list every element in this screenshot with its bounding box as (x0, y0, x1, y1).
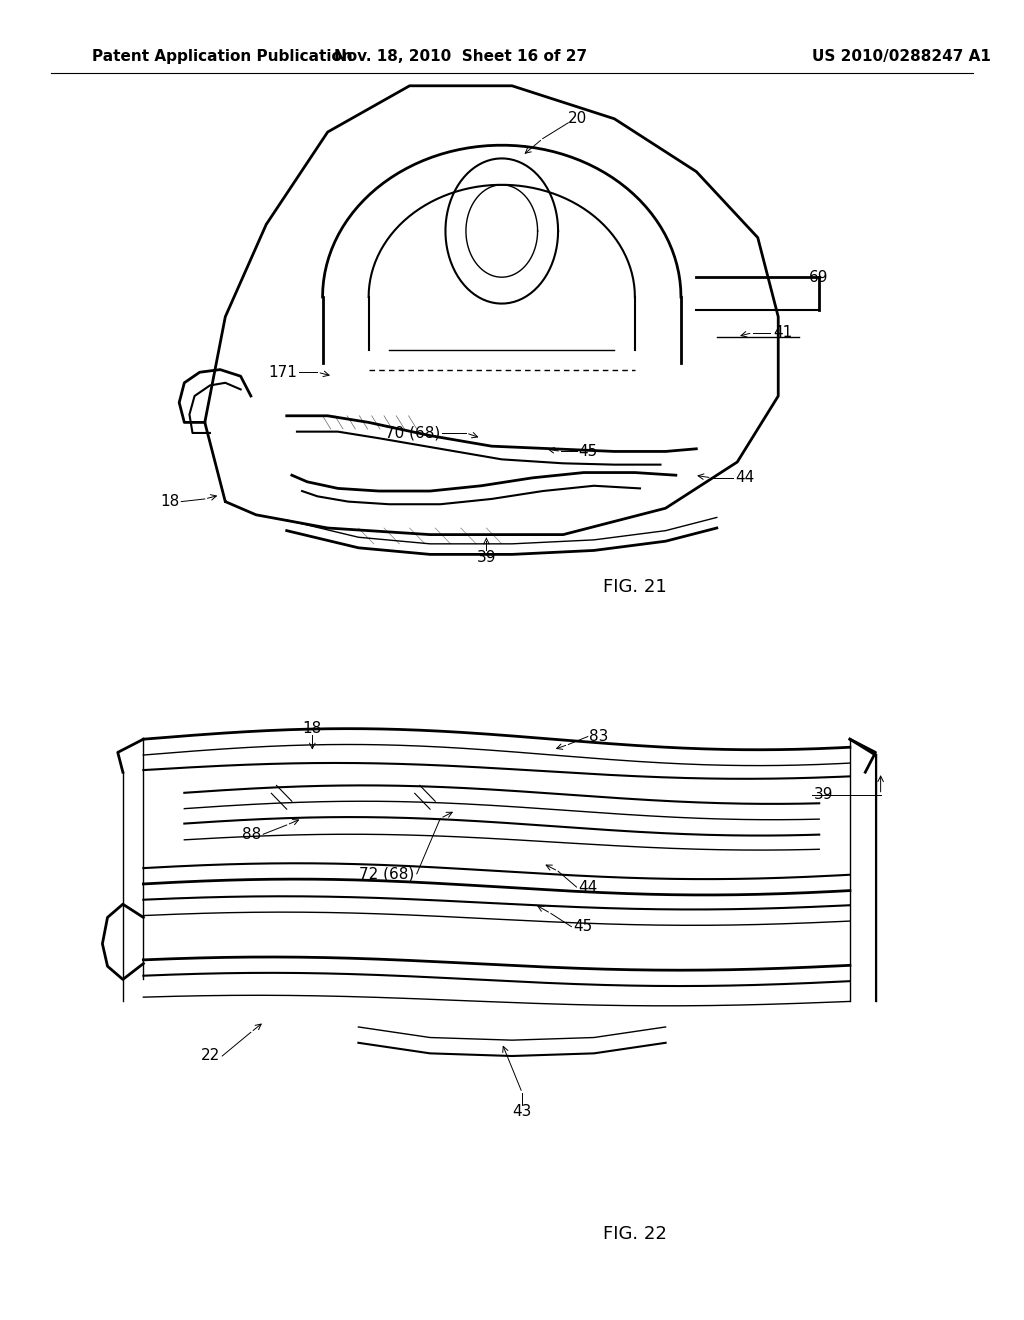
Text: 18: 18 (303, 721, 322, 737)
Text: FIG. 22: FIG. 22 (603, 1225, 667, 1243)
Text: US 2010/0288247 A1: US 2010/0288247 A1 (812, 49, 990, 65)
Text: 41: 41 (773, 325, 793, 341)
Text: 20: 20 (568, 111, 588, 127)
Text: Nov. 18, 2010  Sheet 16 of 27: Nov. 18, 2010 Sheet 16 of 27 (334, 49, 588, 65)
Text: 44: 44 (579, 879, 598, 895)
Text: 70 (68): 70 (68) (385, 425, 440, 441)
Text: 72 (68): 72 (68) (359, 866, 415, 882)
Text: 43: 43 (513, 1104, 531, 1119)
Text: 22: 22 (201, 1048, 220, 1064)
Text: 69: 69 (809, 269, 828, 285)
Text: FIG. 21: FIG. 21 (603, 578, 667, 597)
Text: Patent Application Publication: Patent Application Publication (92, 49, 353, 65)
Text: 39: 39 (476, 549, 497, 565)
Text: 88: 88 (242, 826, 261, 842)
Text: 44: 44 (735, 470, 755, 486)
Text: 45: 45 (579, 444, 598, 459)
Text: 171: 171 (268, 364, 297, 380)
Text: 18: 18 (160, 494, 179, 510)
Text: 45: 45 (573, 919, 593, 935)
Text: 39: 39 (814, 787, 834, 803)
Text: 83: 83 (589, 729, 608, 744)
